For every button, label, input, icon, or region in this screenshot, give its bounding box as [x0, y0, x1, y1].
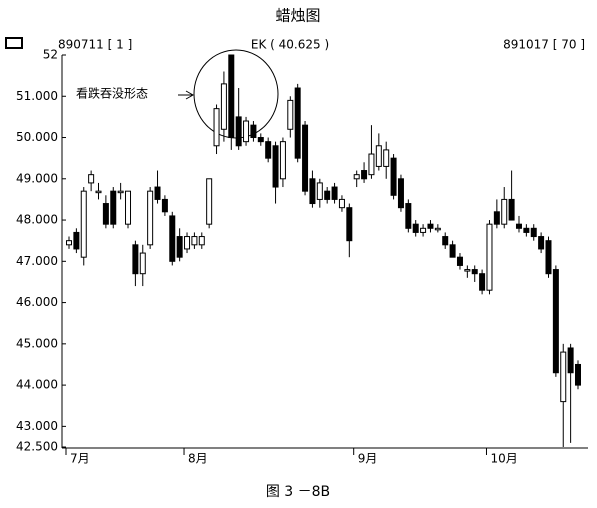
- candle-body: [575, 363, 581, 386]
- candle-body: [567, 347, 574, 374]
- y-tick-label: 52: [43, 48, 58, 62]
- candle-body: [88, 174, 95, 184]
- candle-body: [257, 137, 264, 143]
- candle-body: [287, 99, 294, 130]
- candle-body: [250, 124, 257, 139]
- candle-body: [309, 178, 316, 205]
- y-tick-label: 48.000: [16, 213, 58, 227]
- header-right: 891017 [ 70 ]: [503, 38, 585, 52]
- candle-body: [125, 190, 132, 225]
- candle-body: [353, 174, 360, 180]
- candle-body: [560, 351, 567, 403]
- candle-body: [228, 54, 235, 139]
- candle-body: [397, 178, 404, 209]
- candle-body: [117, 190, 124, 194]
- candle-body: [493, 211, 500, 225]
- candle-body: [154, 186, 161, 200]
- header-left: 890711 [ 1 ]: [58, 38, 132, 52]
- candle-body: [198, 236, 205, 246]
- candle-body: [523, 227, 530, 233]
- candle-body: [338, 198, 345, 209]
- y-tick-label: 51.000: [16, 89, 58, 103]
- candle-body: [471, 269, 478, 275]
- candle-body: [479, 273, 486, 291]
- candle-body: [184, 236, 191, 250]
- candle-body: [213, 108, 220, 147]
- chart-title: 蜡烛图: [275, 7, 320, 25]
- candle-body: [66, 240, 72, 246]
- candle-body: [375, 145, 382, 167]
- y-tick-label: 50.000: [16, 130, 58, 144]
- candle-body: [538, 236, 545, 250]
- candle-body: [191, 236, 198, 246]
- candle-body: [73, 231, 80, 250]
- x-tick-label: 7月: [70, 452, 90, 466]
- candle-body: [235, 116, 242, 147]
- candle-body: [206, 178, 213, 225]
- candle-body: [346, 207, 353, 242]
- candle-body: [80, 190, 87, 258]
- candle-body: [110, 190, 117, 225]
- candle-body: [279, 141, 286, 180]
- candle-body: [464, 269, 471, 272]
- candle-body: [449, 244, 456, 258]
- candle-body: [272, 145, 279, 188]
- candle-body: [545, 240, 552, 275]
- candle-body: [515, 223, 522, 229]
- header-center: EK ( 40.625 ): [251, 38, 329, 52]
- candle-body: [383, 149, 390, 167]
- caption: 图 3 －8B: [266, 484, 330, 500]
- candle-body: [95, 190, 102, 194]
- candle-body: [456, 256, 463, 266]
- annotation: 看跌吞没形态: [76, 86, 148, 101]
- x-tick-label: 8月: [188, 452, 208, 466]
- candle-body: [508, 198, 515, 221]
- candle-body: [501, 198, 508, 225]
- candle-body: [442, 236, 449, 246]
- candle-body: [324, 190, 331, 200]
- y-tick-label: 45.000: [16, 336, 58, 350]
- y-tick-label: 43.000: [16, 419, 58, 433]
- candle-body: [552, 269, 559, 374]
- y-tick-label: 47.000: [16, 254, 58, 268]
- y-tick-label: 44.000: [16, 378, 58, 392]
- candle-body: [169, 215, 176, 262]
- candle-body: [530, 227, 537, 238]
- y-tick-label: 49.000: [16, 171, 58, 185]
- y-tick-label: 46.000: [16, 295, 58, 309]
- candle-body: [161, 198, 168, 213]
- x-tick-label: 10月: [490, 452, 517, 466]
- candle-body: [368, 153, 375, 176]
- candle-body: [361, 170, 368, 180]
- annotation-arrowhead: [185, 90, 195, 100]
- candle-body: [390, 157, 397, 196]
- candle-body: [176, 236, 183, 258]
- candle-body: [132, 244, 139, 275]
- y-tick-label: 42.500: [16, 440, 58, 454]
- candle-body: [405, 203, 412, 229]
- candle-body: [316, 182, 323, 200]
- icon: [5, 37, 23, 49]
- candle-body: [331, 186, 338, 200]
- candle-body: [294, 87, 301, 159]
- candle-body: [243, 120, 250, 143]
- candle-body: [265, 141, 272, 159]
- x-tick-label: 9月: [358, 452, 378, 466]
- candle-body: [420, 227, 427, 233]
- candle-body: [302, 124, 309, 192]
- candle-body: [486, 223, 493, 291]
- candle-body: [102, 203, 109, 225]
- candle-body: [412, 223, 419, 233]
- candle-body: [434, 227, 441, 231]
- candle-body: [139, 252, 146, 275]
- candle-body: [220, 83, 227, 130]
- candle-body: [147, 190, 154, 246]
- candle-body: [427, 223, 434, 229]
